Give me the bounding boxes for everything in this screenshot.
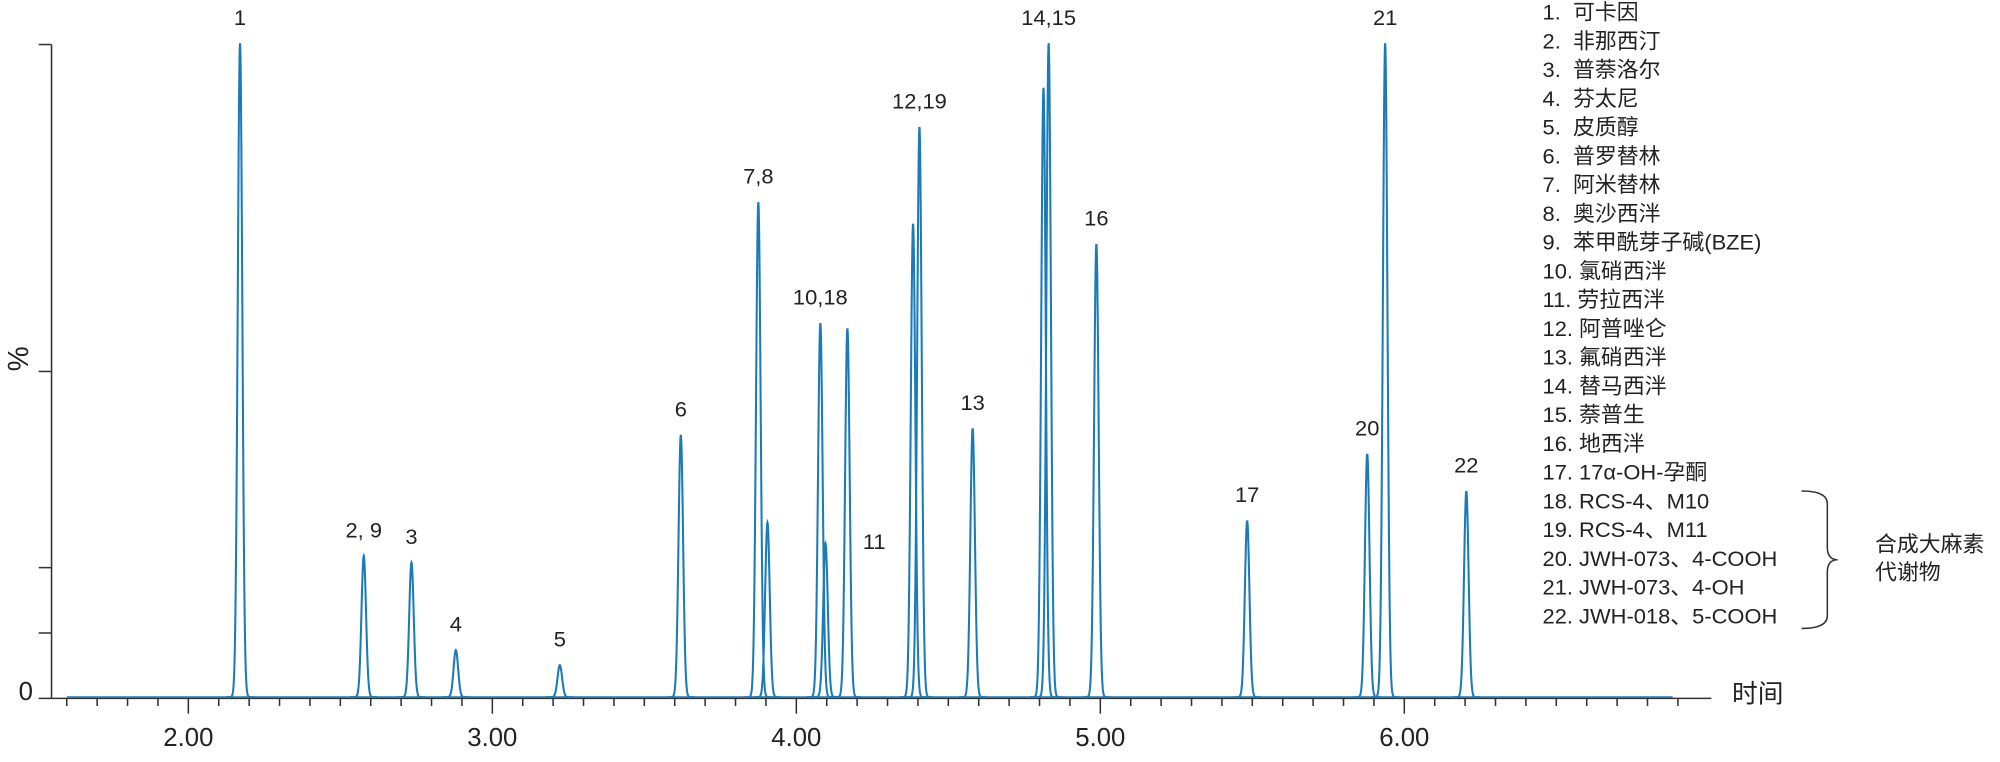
peak-label: 17 [1235, 482, 1259, 507]
x-axis-label: 时间 [1732, 680, 1784, 709]
x-tick-label: 2.00 [163, 724, 213, 752]
x-tick-label: 4.00 [771, 724, 821, 752]
group-brace [1801, 490, 1838, 630]
group-label: 合成大麻素 [1875, 532, 1984, 557]
legend-entry: 10. 氯硝西泮 [1543, 259, 1667, 284]
peak [546, 663, 574, 699]
peak [806, 322, 835, 699]
peak-label: 10,18 [793, 285, 848, 310]
peak-label: 6 [675, 397, 687, 422]
x-tick-label: 5.00 [1075, 724, 1125, 752]
peak [1353, 453, 1381, 699]
peak [899, 223, 927, 699]
legend-entry: 7. 阿米替林 [1543, 172, 1661, 197]
y-axis-label: % [3, 346, 34, 371]
legend-entry: 21. JWH-073、4-OH [1543, 575, 1745, 600]
legend-entry: 18. RCS-4、M10 [1543, 489, 1710, 514]
peak-label: 7,8 [743, 164, 773, 189]
legend-entry: 20. JWH-073、4-COOH [1543, 546, 1778, 571]
legend-entry: 5. 皮质醇 [1543, 115, 1639, 140]
peak-label: 20 [1355, 416, 1379, 441]
peak-label: 3 [405, 524, 417, 549]
peak [958, 428, 987, 699]
legend-entry: 14. 替马西泮 [1543, 374, 1667, 399]
legend-entry: 15. 萘普生 [1543, 402, 1645, 427]
peak [350, 552, 378, 699]
legend-entry: 9. 苯甲酰芽子碱(BZE) [1543, 230, 1762, 255]
peak [1452, 490, 1481, 699]
peak [1233, 520, 1261, 699]
legend-entry: 3. 普萘洛尔 [1543, 57, 1661, 82]
peak-label: 12,19 [892, 89, 947, 114]
y-tick-label: 0 [19, 678, 33, 706]
x-tick-label: 3.00 [467, 724, 517, 752]
peak [1371, 43, 1399, 699]
peak-label: 2, 9 [345, 518, 382, 543]
legend-entry: 22. JWH-018、5-COOH [1543, 604, 1778, 629]
peak-label: 5 [554, 627, 566, 652]
peak [1029, 87, 1058, 699]
peak-label: 21 [1373, 5, 1397, 30]
peak-label: 16 [1084, 206, 1108, 231]
legend-entry: 11. 劳拉西泮 [1543, 287, 1665, 312]
legend-entry: 16. 地西泮 [1543, 431, 1645, 456]
peak-label: 22 [1454, 453, 1478, 478]
peak-label: 13 [960, 390, 984, 415]
peak [833, 328, 862, 699]
peak [905, 126, 934, 699]
peak [442, 648, 470, 699]
legend-entry: 19. RCS-4、M11 [1543, 517, 1708, 542]
peak [667, 434, 695, 699]
legend-entry: 2. 非那西汀 [1543, 29, 1661, 54]
legend-entry: 1. 可卡因 [1543, 0, 1639, 25]
peak [1082, 243, 1111, 699]
peak-label: 1 [234, 5, 246, 30]
peak [753, 518, 782, 699]
legend-entry: 8. 奥沙西泮 [1543, 201, 1661, 226]
peak [397, 559, 426, 699]
group-label: 代谢物 [1875, 560, 1941, 585]
peak-label: 4 [450, 612, 462, 637]
peak [226, 43, 254, 699]
legend-entry: 13. 氟硝西泮 [1543, 345, 1667, 370]
legend-entry: 12. 阿普唑仑 [1543, 316, 1667, 341]
legend-entry: 17. 17α-OH-孕酮 [1543, 460, 1708, 485]
peak-label: 14,15 [1021, 5, 1076, 30]
legend-entry: 4. 芬太尼 [1543, 86, 1639, 111]
peak-label: 11 [863, 529, 886, 554]
x-tick-label: 6.00 [1379, 724, 1429, 752]
peak [744, 202, 773, 699]
legend-entry: 6. 普罗替林 [1543, 144, 1661, 169]
peak [1034, 43, 1063, 699]
